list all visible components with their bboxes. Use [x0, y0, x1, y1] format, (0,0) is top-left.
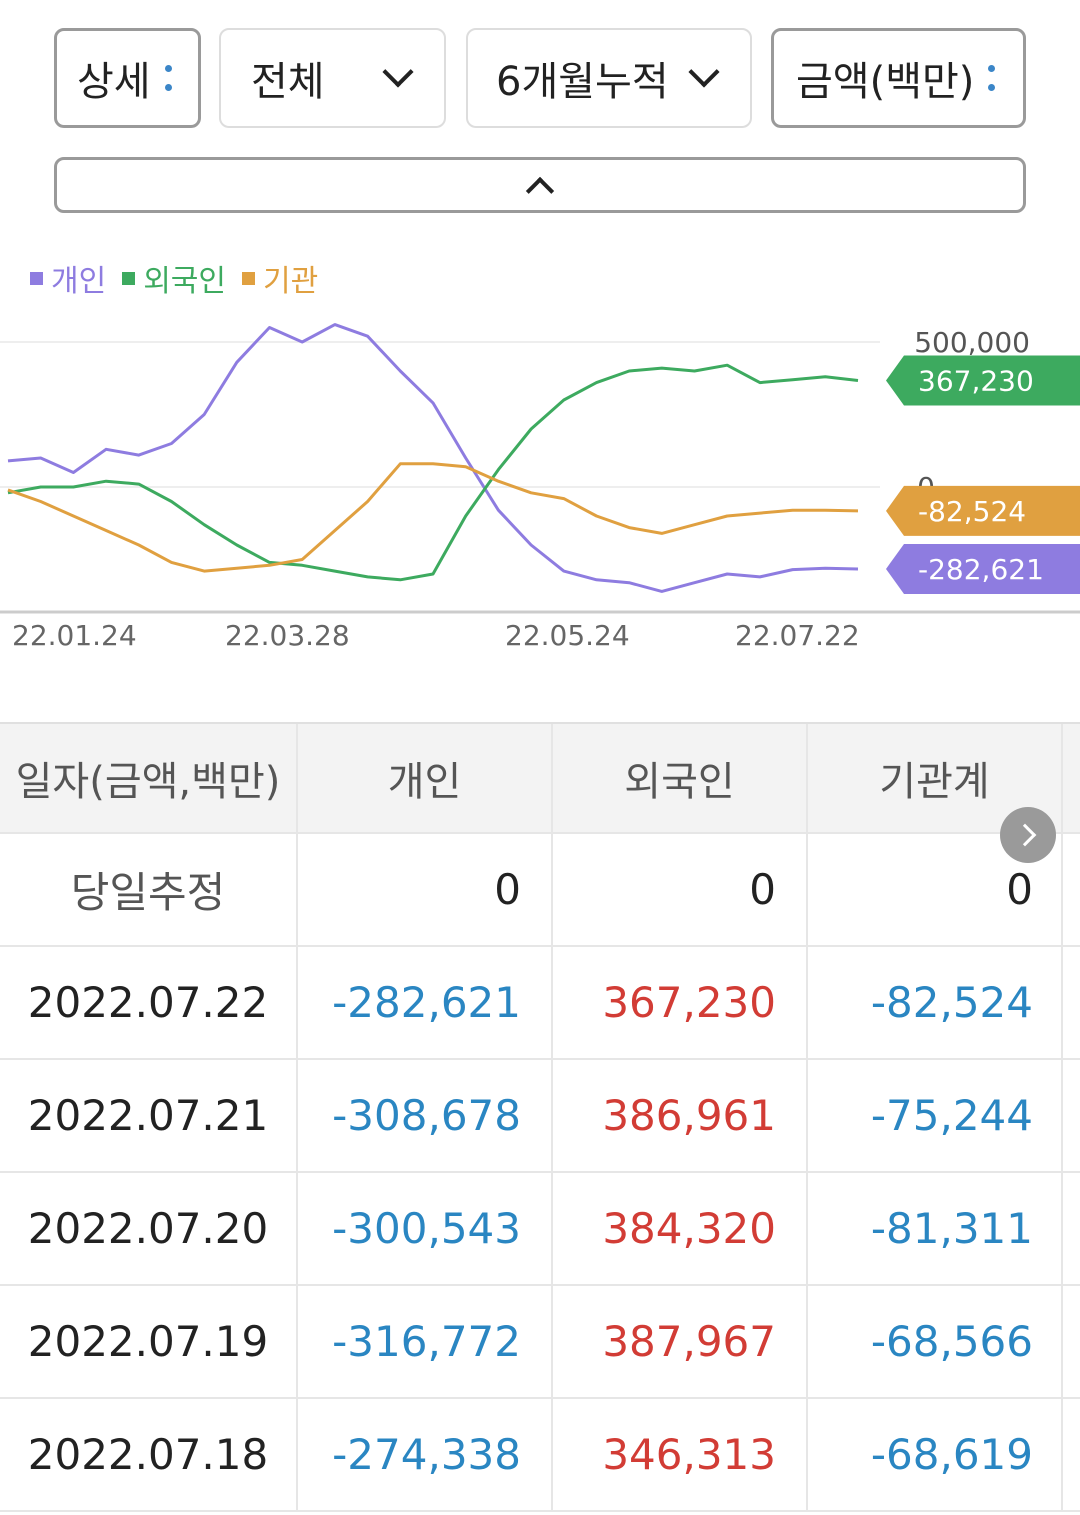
chart-legend: 개인 외국인 기관 [30, 256, 334, 300]
table-scroll-right-button[interactable] [1000, 807, 1056, 863]
row-foreign: 346,313 [553, 1399, 808, 1510]
period-select[interactable]: 6개월누적 [466, 28, 752, 128]
vertical-dots-icon [988, 65, 996, 91]
legend-item-institution[interactable]: 기관 [242, 256, 318, 300]
value-tag-individual: -282,621 [886, 543, 1080, 594]
legend-swatch [30, 271, 43, 285]
row-date: 2022.07.21 [0, 1060, 298, 1171]
period-select-label: 6개월누적 [496, 59, 669, 105]
value-tag-foreign: 367,230 [886, 355, 1080, 406]
row-foreign: 386,961 [553, 1060, 808, 1171]
unit-select[interactable]: 금액(백만) [771, 28, 1026, 128]
x-tick-label: 22.03.28 [225, 619, 350, 652]
chart-collapse-button[interactable] [54, 157, 1026, 213]
row-individual: -282,621 [298, 947, 553, 1058]
investor-trend-chart: 500,000 0 22.01.24 22.03.28 22.05.24 22.… [0, 323, 1080, 652]
row-institution: -82,524 [808, 947, 1063, 1058]
row-individual: -316,772 [298, 1286, 553, 1397]
legend-swatch [122, 271, 136, 285]
series-line-institution [7, 462, 859, 573]
value-tag-label: -282,621 [918, 553, 1044, 586]
row-institution: -75,244 [808, 1060, 1063, 1171]
scope-select[interactable]: 전체 [219, 28, 446, 128]
chevron-down-icon [382, 56, 414, 88]
chevron-right-icon [1013, 823, 1037, 847]
row-individual: 0 [298, 834, 553, 945]
row-institution: -68,619 [808, 1399, 1063, 1510]
legend-label: 외국인 [143, 264, 227, 299]
x-tick-label: 22.01.24 [12, 619, 137, 652]
scope-select-label: 전체 [251, 59, 325, 105]
legend-label: 개인 [51, 264, 107, 299]
legend-item-foreign[interactable]: 외국인 [122, 256, 226, 300]
value-tag-label: -82,524 [918, 495, 1026, 528]
row-date: 2022.07.19 [0, 1286, 298, 1397]
filter-bar: 상세 전체 6개월누적 금액(백만) [0, 0, 1080, 140]
row-date: 당일추정 [0, 834, 298, 945]
row-date: 2022.07.20 [0, 1173, 298, 1284]
row-institution: -81,311 [808, 1173, 1063, 1284]
series-line-foreign [7, 363, 859, 582]
table-row: 2022.07.22 -282,621 367,230 -82,524 [0, 947, 1080, 1060]
value-tag-shape [886, 543, 1080, 594]
row-foreign: 384,320 [553, 1173, 808, 1284]
value-tag-shape [886, 485, 1080, 536]
row-individual: -300,543 [298, 1173, 553, 1284]
table-row: 2022.07.20 -300,543 384,320 -81,311 [0, 1173, 1080, 1286]
view-select[interactable]: 상세 [54, 28, 201, 128]
row-date: 2022.07.18 [0, 1399, 298, 1510]
header-individual: 개인 [298, 724, 553, 832]
row-foreign: 387,967 [553, 1286, 808, 1397]
series-line-individual [7, 323, 859, 593]
row-individual: -308,678 [298, 1060, 553, 1171]
y-tick-label: 500,000 [914, 326, 1030, 359]
row-institution: 0 [808, 834, 1063, 945]
legend-item-individual[interactable]: 개인 [30, 256, 106, 300]
legend-swatch [242, 271, 256, 285]
row-date: 2022.07.22 [0, 947, 298, 1058]
unit-select-label: 금액(백만) [796, 59, 975, 105]
x-tick-label: 22.05.24 [505, 619, 630, 652]
value-tags: -282,621 367,230 -82,524 [886, 355, 1080, 594]
header-institution: 기관계 [808, 724, 1063, 832]
chevron-down-icon [688, 56, 720, 88]
value-tag-institution: -82,524 [886, 485, 1080, 536]
header-date: 일자(금액,백만) [0, 724, 298, 832]
row-individual: -274,338 [298, 1399, 553, 1510]
table-row: 2022.07.18 -274,338 346,313 -68,619 [0, 1399, 1080, 1512]
row-institution: -68,566 [808, 1286, 1063, 1397]
row-foreign: 0 [553, 834, 808, 945]
header-foreign: 외국인 [553, 724, 808, 832]
chevron-up-icon [525, 176, 555, 206]
table-header: 일자(금액,백만) 개인 외국인 기관계 [0, 722, 1080, 834]
vertical-dots-icon [164, 65, 172, 91]
row-foreign: 367,230 [553, 947, 808, 1058]
value-tag-label: 367,230 [918, 365, 1034, 398]
series-layer [7, 323, 859, 593]
view-select-label: 상세 [77, 59, 151, 105]
value-tag-shape [886, 355, 1080, 406]
table-row: 당일추정 0 0 0 [0, 834, 1080, 947]
table-row: 2022.07.19 -316,772 387,967 -68,566 [0, 1286, 1080, 1399]
legend-label: 기관 [263, 264, 319, 299]
table-row: 2022.07.21 -308,678 386,961 -75,244 [0, 1060, 1080, 1173]
x-tick-label: 22.07.22 [735, 619, 860, 652]
